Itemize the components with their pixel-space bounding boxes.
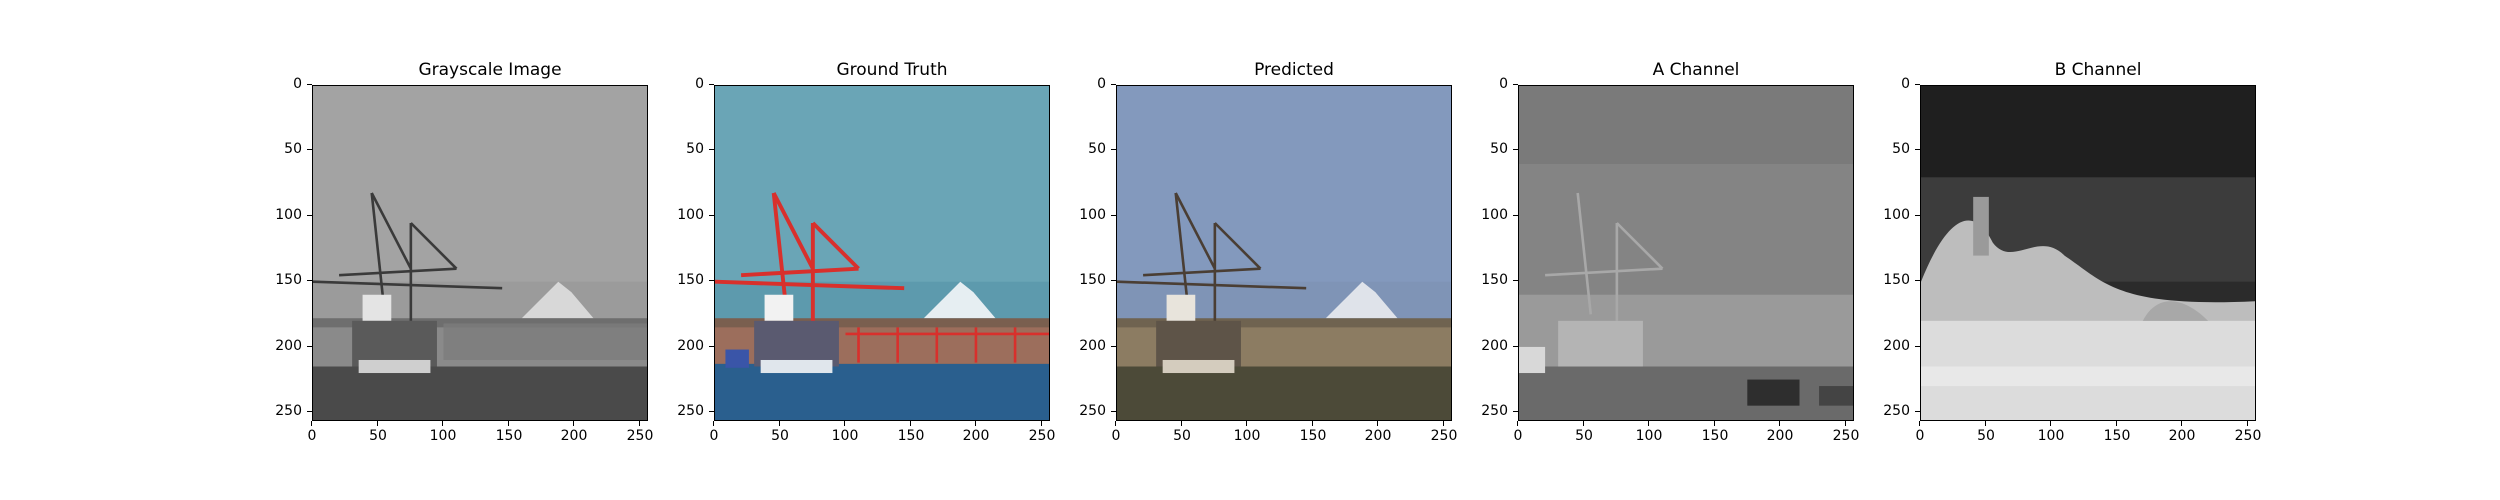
y-tick: 200 — [1070, 338, 1116, 354]
x-tick: 200 — [1358, 421, 1398, 444]
y-tick: 50 — [668, 141, 714, 157]
y-tick: 150 — [668, 272, 714, 288]
x-tick: 0 — [1096, 421, 1136, 444]
x-tick: 100 — [423, 421, 463, 444]
y-tick: 200 — [1874, 338, 1920, 354]
image-grayscale — [312, 85, 648, 421]
y-tick: 250 — [1070, 403, 1116, 419]
y-tick: 50 — [1874, 141, 1920, 157]
x-tick: 50 — [1966, 421, 2006, 444]
image-predicted — [1116, 85, 1452, 421]
panel-a-channel: A Channel 0 50 100 150 200 250 0 50 100 … — [1481, 0, 1906, 500]
grayscale-image — [313, 86, 647, 420]
x-tick: 50 — [1162, 421, 1202, 444]
y-tick: 150 — [1070, 272, 1116, 288]
x-tick: 250 — [2228, 421, 2268, 444]
panel-grayscale: Grayscale Image 0 50 100 150 200 2 — [275, 0, 700, 500]
y-tick: 200 — [668, 338, 714, 354]
y-tick: 0 — [1070, 76, 1116, 92]
y-tick: 0 — [266, 76, 312, 92]
x-tick: 250 — [620, 421, 660, 444]
x-tick: 250 — [1022, 421, 1062, 444]
y-tick: 100 — [1874, 207, 1920, 223]
panel-predicted: Predicted 0 50 100 150 200 250 0 50 — [1079, 0, 1504, 500]
y-tick: 50 — [1472, 141, 1518, 157]
panel-ground-truth: Ground Truth — [677, 0, 1102, 500]
panel-title: Grayscale Image — [418, 60, 562, 80]
y-tick: 150 — [1874, 272, 1920, 288]
x-tick: 50 — [358, 421, 398, 444]
x-tick: 100 — [2031, 421, 2071, 444]
y-tick: 250 — [668, 403, 714, 419]
x-tick: 150 — [1695, 421, 1735, 444]
x-tick: 200 — [1760, 421, 1800, 444]
y-tick: 200 — [266, 338, 312, 354]
y-tick: 0 — [1472, 76, 1518, 92]
y-tick: 0 — [668, 76, 714, 92]
x-tick: 100 — [1227, 421, 1267, 444]
x-tick: 0 — [694, 421, 734, 444]
image-b-channel — [1920, 85, 2256, 421]
panel-title: A Channel — [1652, 60, 1740, 80]
b-channel-image — [1921, 86, 2255, 420]
x-tick: 250 — [1826, 421, 1866, 444]
ground-truth-image — [715, 86, 1049, 420]
image-a-channel — [1518, 85, 1854, 421]
panel-title: Ground Truth — [836, 60, 948, 80]
y-tick: 100 — [1472, 207, 1518, 223]
image-ground-truth — [714, 85, 1050, 421]
x-tick: 100 — [825, 421, 865, 444]
x-tick: 200 — [554, 421, 594, 444]
x-tick: 150 — [891, 421, 931, 444]
x-tick: 200 — [2162, 421, 2202, 444]
x-tick: 100 — [1629, 421, 1669, 444]
y-tick: 50 — [1070, 141, 1116, 157]
y-tick: 250 — [266, 403, 312, 419]
x-tick: 250 — [1424, 421, 1464, 444]
x-tick: 0 — [1900, 421, 1940, 444]
panel-b-channel: B Channel 0 50 100 150 200 250 0 50 100 … — [1883, 0, 2308, 500]
y-tick: 250 — [1472, 403, 1518, 419]
x-tick: 150 — [1293, 421, 1333, 444]
y-tick: 200 — [1472, 338, 1518, 354]
panel-title: B Channel — [2054, 60, 2142, 80]
x-tick: 150 — [489, 421, 529, 444]
predicted-image — [1117, 86, 1451, 420]
y-tick: 100 — [668, 207, 714, 223]
y-tick: 100 — [1070, 207, 1116, 223]
x-tick: 200 — [956, 421, 996, 444]
y-tick: 150 — [1472, 272, 1518, 288]
x-tick: 0 — [1498, 421, 1538, 444]
a-channel-image — [1519, 86, 1853, 420]
x-tick: 50 — [760, 421, 800, 444]
y-tick: 0 — [1874, 76, 1920, 92]
x-tick: 150 — [2097, 421, 2137, 444]
y-tick: 150 — [266, 272, 312, 288]
y-tick: 50 — [266, 141, 312, 157]
x-tick: 50 — [1564, 421, 1604, 444]
panel-title: Predicted — [1254, 60, 1334, 80]
x-tick: 0 — [292, 421, 332, 444]
y-tick: 250 — [1874, 403, 1920, 419]
y-tick: 100 — [266, 207, 312, 223]
